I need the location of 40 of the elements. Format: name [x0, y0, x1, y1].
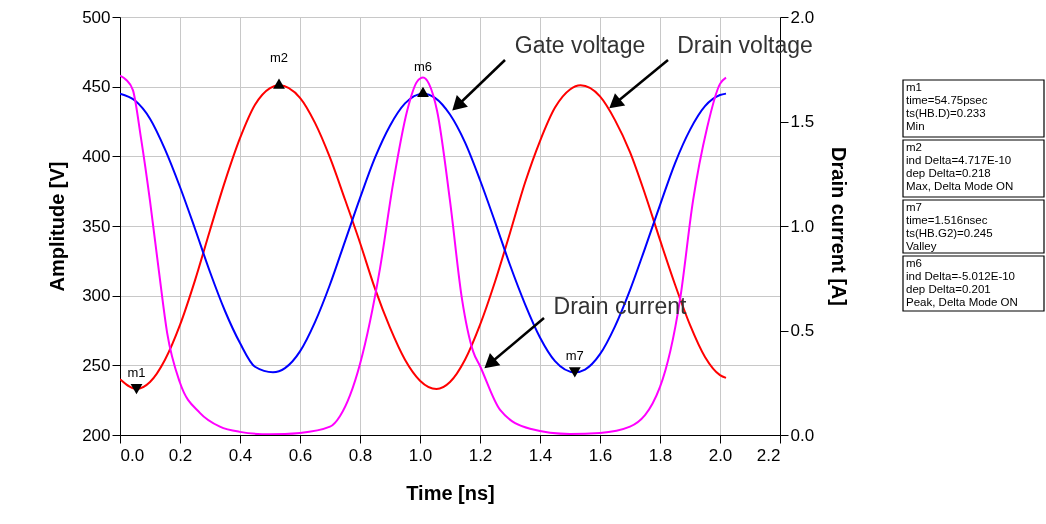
point: [273, 78, 285, 89]
x-tick-label: 0.0: [120, 445, 145, 465]
point: [417, 86, 429, 98]
x-tick-label: 1.8: [648, 445, 673, 465]
y2-tick-label: 0.0: [790, 425, 815, 445]
y-tick-label: 300: [82, 286, 111, 306]
annotation: m6: [413, 58, 433, 74]
x-tick-label: 2.0: [708, 445, 733, 465]
y2-tick-label: 2.0: [790, 7, 815, 27]
y2-tick-label: 1.0: [790, 216, 815, 236]
annotation: m7: [565, 348, 584, 364]
x-axis-title: Time [ns]: [406, 481, 495, 504]
y2-axis-title: Drain current [A]: [828, 147, 851, 306]
y-tick-label: 250: [82, 355, 111, 375]
y2-tick-label: 1.5: [790, 112, 815, 131]
point: [568, 367, 581, 378]
y-axis-title: Amplitude [V]: [46, 161, 69, 292]
x-tick-label: 0.2: [168, 445, 193, 465]
x-tick-label: 1.2: [468, 445, 493, 465]
text: m1 time=54.75psec ts(HB.D)=0.233 Min: [906, 81, 988, 132]
x-tick-label: 0.8: [348, 445, 373, 465]
x-tick-label: 0.4: [228, 445, 253, 465]
y-tick-label: 350: [82, 216, 111, 236]
point: [130, 383, 143, 395]
y-tick-label: 400: [82, 146, 111, 166]
x-tick-label: 1.4: [528, 445, 553, 465]
x-tick-label: 0.6: [288, 445, 313, 465]
text: m7 time=1.516nsec ts(HB.G2)=0.245 Valley: [906, 201, 993, 252]
y-tick-label: 500: [82, 7, 111, 27]
y-tick-label: 450: [82, 77, 111, 97]
text: Gate voltage: [514, 32, 646, 58]
annotation: m1: [127, 365, 146, 381]
y2-tick-label: 0.5: [790, 321, 815, 340]
x-tick-label: 1.6: [588, 445, 613, 465]
text: m2 ind Delta=4.717E-10 dep Delta=0.218 Max, Delta Mode ON: [906, 141, 1014, 192]
annotation: m2: [269, 50, 289, 66]
x-tick-label: 1.0: [408, 445, 433, 465]
text: m6 ind Delta=-5.012E-10 dep Delta=0.201 Peak, Delta Mode ON: [906, 257, 1018, 308]
x-tick-label: 2.2: [756, 445, 781, 465]
y-tick-label: 200: [82, 425, 111, 445]
